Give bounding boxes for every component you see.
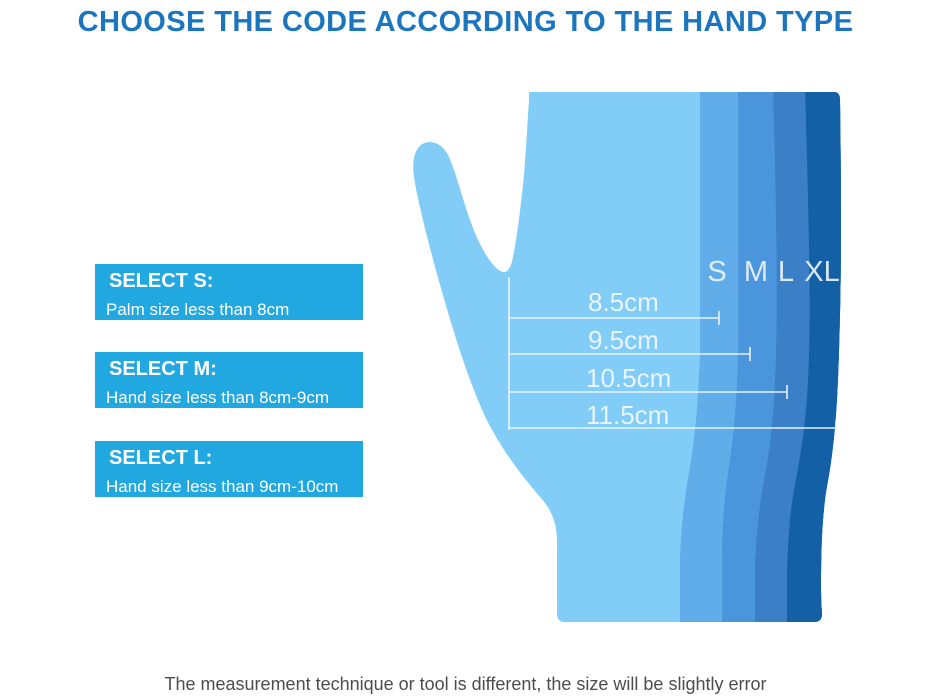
measurement-label-l: 10.5cm [586, 363, 671, 393]
size-letters-group: S M L XL [707, 256, 839, 288]
select-s-heading: SELECT S: [109, 270, 214, 292]
measurement-label-xl: 11.5cm [586, 400, 669, 430]
measurement-label-m: 9.5cm [588, 325, 659, 355]
select-m-box: SELECT M: Hand size less than 8cm-9cm [95, 352, 363, 408]
size-letter-m: M [744, 256, 768, 288]
select-s-description: Palm size less than 8cm [106, 300, 290, 319]
select-l-box: SELECT L: Hand size less than 9cm-10cm [95, 441, 363, 497]
select-m-description: Hand size less than 8cm-9cm [106, 388, 329, 407]
measurement-lines-group [508, 277, 837, 435]
page-title: CHOOSE THE CODE ACCORDING TO THE HAND TY… [77, 6, 854, 38]
measurement-labels-group: 8.5cm 9.5cm 10.5cm 11.5cm [586, 287, 671, 430]
size-letter-l: L [778, 256, 794, 288]
size-letter-s: S [707, 256, 726, 288]
size-letter-xl: XL [804, 256, 839, 288]
select-m-heading: SELECT M: [109, 358, 217, 380]
size-band-xl [787, 92, 841, 622]
select-s-box: SELECT S: Palm size less than 8cm [95, 264, 363, 320]
glove-body-group [413, 92, 841, 622]
select-l-heading: SELECT L: [109, 447, 213, 469]
footer-note: The measurement technique or tool is dif… [164, 674, 767, 694]
measurement-label-s: 8.5cm [588, 287, 659, 317]
select-l-description: Hand size less than 9cm-10cm [106, 477, 339, 496]
